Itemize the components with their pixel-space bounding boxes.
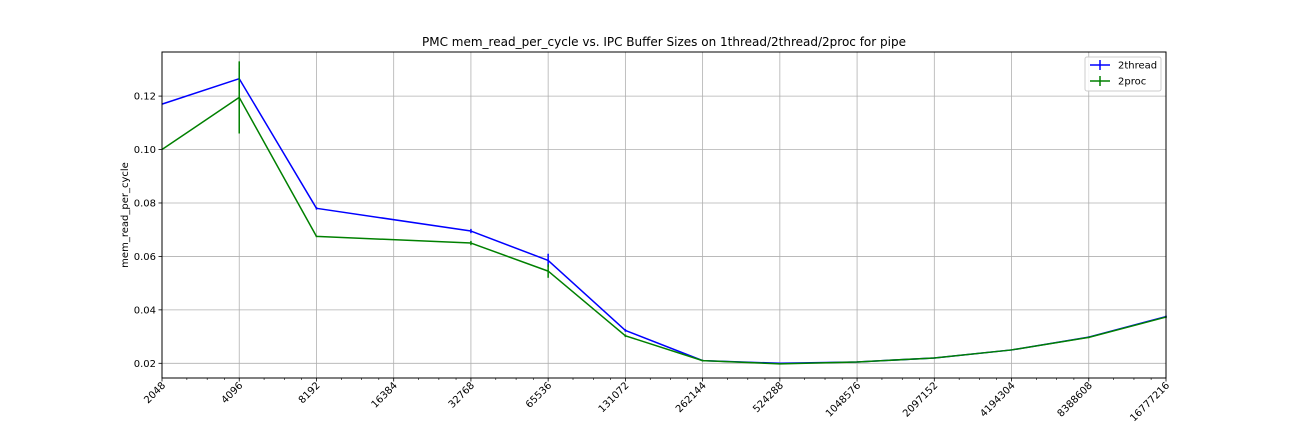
legend-item-2thread: 2thread <box>1090 60 1157 72</box>
series-lines <box>161 61 1167 365</box>
y-tick-label: 0.04 <box>134 305 156 316</box>
series-2proc <box>161 61 1167 365</box>
y-tick-label: 0.10 <box>134 145 156 156</box>
gridlines <box>161 52 1167 378</box>
legend-label: 2proc <box>1118 77 1146 88</box>
y-tick-label: 0.08 <box>134 198 156 209</box>
legend-label: 2thread <box>1118 61 1157 72</box>
plot-frame <box>161 51 1167 379</box>
legend: 2thread 2proc <box>1084 56 1162 92</box>
y-axis-label: mem_read_per_cycle <box>120 162 131 268</box>
chart-title: PMC mem_read_per_cycle vs. IPC Buffer Si… <box>422 35 906 49</box>
legend-item-2proc: 2proc <box>1090 76 1146 88</box>
y-tick-label: 0.02 <box>134 359 156 370</box>
y-tick-label: 0.12 <box>134 92 156 103</box>
y-tick-label: 0.06 <box>134 252 156 263</box>
